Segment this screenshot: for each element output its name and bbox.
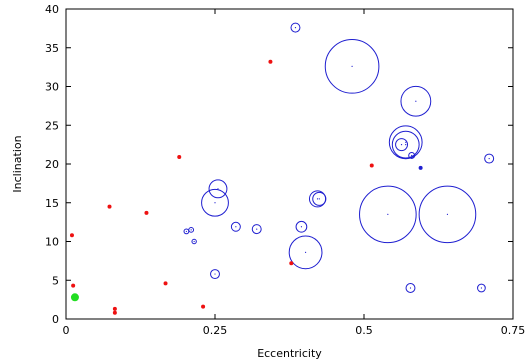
y-tick-label: 40 [45, 3, 59, 16]
scatter-point-blue [418, 165, 423, 170]
scatter-point-center [304, 251, 307, 253]
scatter-point-center [214, 273, 216, 275]
scatter-point-center [415, 100, 417, 102]
scatter-point-red [107, 204, 112, 209]
scatter-point-open [395, 138, 409, 152]
scatter-point-open [405, 283, 416, 293]
scatter-point-open [484, 153, 495, 164]
y-tick-label: 15 [45, 197, 59, 210]
y-tick-label: 5 [52, 274, 59, 287]
scatter-point-center [185, 230, 187, 233]
x-axis-label: Eccentricity [257, 347, 322, 360]
scatter-point-open [359, 185, 417, 244]
scatter-point-center [488, 157, 490, 160]
plot-marks [69, 22, 495, 315]
scatter-point-center [405, 141, 407, 143]
scatter-point-center [446, 213, 449, 215]
scatter-point-red [268, 59, 273, 64]
scatter-point-open [201, 188, 229, 217]
scatter-point-red [112, 310, 117, 315]
y-tick-label: 20 [45, 158, 59, 171]
scatter-point-center [400, 144, 403, 146]
scatter-point-center [217, 188, 219, 190]
plot-frame [65, 8, 514, 320]
scatter-point-center [351, 65, 353, 67]
scatter-point-open [400, 85, 432, 117]
y-axis-label: Inclination [11, 135, 24, 192]
scatter-point-open [208, 179, 228, 199]
scatter-point-center [316, 198, 319, 200]
scatter-point-open [391, 130, 420, 159]
scatter-point-center [294, 27, 297, 29]
scatter-point-center [193, 240, 195, 243]
x-tick-label: 0 [63, 324, 70, 337]
axis-ticks: 0 0.25 0.5 0.75 0 5 10 15 20 25 30 35 40 [45, 3, 525, 337]
scatter-point-open [191, 238, 197, 245]
scatter-point-red [177, 155, 182, 160]
scatter-point-center [387, 213, 389, 215]
scatter-point-red [144, 210, 149, 215]
scatter-point-open [290, 22, 301, 33]
scatter-point-red [69, 233, 74, 238]
scatter-point-center [256, 228, 258, 230]
scatter-point-open [388, 125, 423, 160]
scatter-point-red [369, 163, 374, 168]
scatter-point-center [235, 226, 237, 228]
scatter-point-center [300, 226, 303, 228]
scatter-point-open [288, 235, 323, 270]
scatter-point-center [411, 154, 413, 157]
scatter-point-open [251, 224, 262, 235]
scatter-point-open [312, 191, 327, 206]
y-tick-label: 35 [45, 42, 59, 55]
y-tick-label: 25 [45, 119, 59, 132]
x-tick-label: 0.5 [355, 324, 373, 337]
scatter-point-red [289, 261, 294, 266]
scatter-point-open [188, 226, 195, 233]
x-tick-label: 0.75 [501, 324, 526, 337]
y-tick-label: 10 [45, 236, 59, 249]
scatter-point-red [71, 283, 76, 288]
scatter-point-green [70, 293, 79, 302]
scatter-point-red [201, 304, 206, 309]
scatter-point-center [214, 202, 216, 204]
scatter-point-open [324, 39, 380, 94]
scatter-point-open [477, 283, 486, 293]
scatter-point-center [405, 144, 407, 146]
scatter-point-open [210, 269, 220, 280]
scatter-point-center [190, 229, 192, 231]
scatter-point-red [163, 281, 168, 286]
scatter-point-open [295, 220, 308, 233]
scatter-point-center [318, 198, 320, 200]
scatter-point-center [409, 287, 412, 289]
scatter-point-center [480, 287, 483, 289]
y-tick-label: 0 [52, 313, 59, 326]
scatter-point-red [112, 306, 117, 311]
y-tick-label: 30 [45, 81, 59, 94]
scatter-point-open [230, 221, 241, 232]
x-tick-label: 0.25 [203, 324, 228, 337]
scatter-point-open [418, 185, 477, 244]
scatter-point-open [408, 151, 416, 159]
